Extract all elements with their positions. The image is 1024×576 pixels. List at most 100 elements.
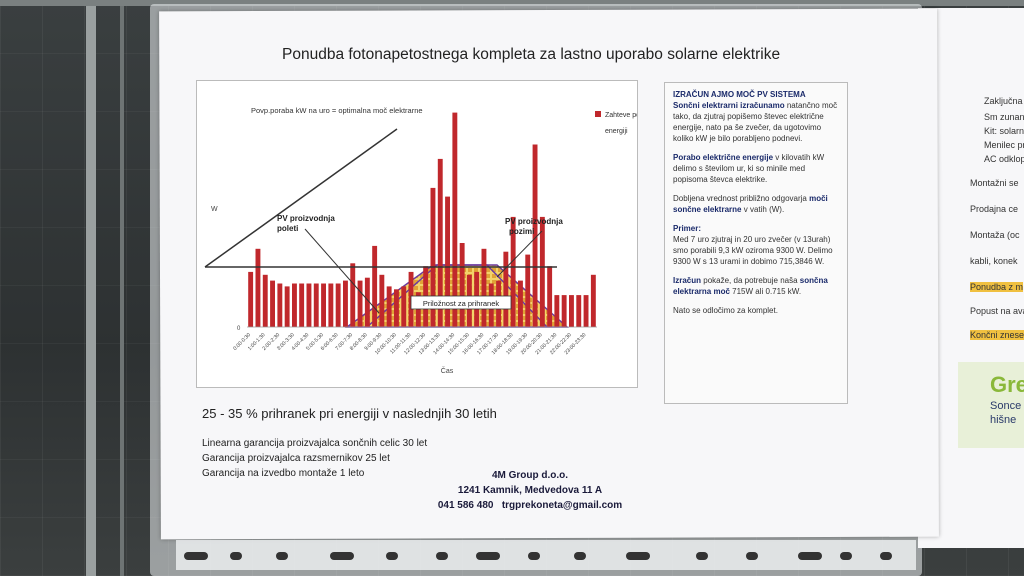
right-sheet-line: Sm zunanj (984, 112, 1024, 122)
guarantee-line: Garancija proizvajalca razsmernikov 25 l… (202, 453, 390, 464)
chart-bar (452, 112, 458, 327)
panel-frame-left (86, 0, 96, 576)
chart-bar (547, 266, 553, 327)
chart-bar (299, 283, 305, 327)
binder-hole (798, 552, 822, 560)
calc-conclusion: Nato se odločimo za komplet. (673, 306, 778, 315)
right-sheet-line: Prodajna ce (970, 204, 1019, 214)
example-text: Med 7 uro zjutraj in 20 uro zvečer (v 13… (673, 235, 833, 266)
chart-bar (364, 277, 370, 327)
calc-text: pokaže, da potrebuje naša (703, 276, 798, 285)
opportunity-label: Priložnost za prihranek (423, 299, 500, 308)
chart-bar (459, 243, 465, 327)
annotation-pointer (496, 230, 543, 278)
chart-bar (415, 292, 421, 327)
panel-frame-top (0, 0, 1024, 6)
calc-text-bold: Porabo električne energije (673, 153, 774, 162)
green-banner: Gre Sonce hišne (958, 362, 1024, 448)
right-sheet-line: kabli, konek (970, 256, 1018, 266)
chart-bar (292, 283, 297, 327)
poster-title: Ponudba fotonapetostnega kompleta za las… (282, 46, 781, 63)
green-banner-line: hišne (990, 414, 1017, 426)
chart-bar (306, 283, 312, 327)
chart-bar (386, 286, 392, 327)
example-heading: Primer: (673, 224, 702, 233)
calc-text-bold: Izračun (673, 276, 702, 285)
calc-text-bold: Sončni elektrarni izračunamo (673, 101, 785, 110)
chart-bar (583, 295, 589, 327)
green-banner-line: Sonce (990, 400, 1022, 412)
guarantee-line: Garancija na izvedbo montaže 1 leto (202, 468, 365, 479)
chart-bar (430, 187, 436, 327)
chart-bar (510, 216, 516, 327)
chart-bar (554, 295, 560, 327)
chart-bar (372, 245, 378, 327)
chart-bar (394, 289, 399, 327)
chart-bar (335, 283, 341, 327)
chart-bar (248, 271, 254, 327)
right-sheet-line: Kit: solarni (984, 126, 1024, 136)
chart-bar (357, 280, 363, 327)
binder-hole (746, 552, 758, 560)
calculation-box: IZRAČUN AJMO MOČ PV SISTEMA Sončni elekt… (664, 82, 848, 404)
binder-hole (184, 552, 208, 560)
binder-hole (436, 552, 448, 560)
calc-heading: IZRAČUN AJMO MOČ PV SISTEMA (673, 90, 806, 99)
binder-hole (840, 552, 852, 560)
company-address: 1241 Kamnik, Medvedova 11 A (457, 485, 603, 496)
binder-hole (528, 552, 540, 560)
binder-hole (880, 552, 892, 560)
binder-hole (476, 552, 500, 560)
panel-frame-mid (120, 0, 124, 576)
right-sheet-line: Zaključna (984, 96, 1023, 106)
chart-bar (561, 295, 567, 327)
calc-text: 715W ali 0.715 kW. (732, 287, 802, 296)
chart-bar (481, 248, 487, 327)
legend-label: energiji (605, 128, 628, 135)
chart-bar (503, 251, 509, 327)
average-line-label: Povp.poraba kW na uro = optimalna moč el… (251, 106, 423, 115)
company-name: 4M Group d.o.o. (491, 470, 569, 481)
y-zero-label: 0 (237, 326, 241, 332)
energy-demand-chart: 0WČas0:00-0:301:00-1:302:00-2:303:00-3:3… (204, 106, 640, 375)
summer-label: poleti (277, 224, 298, 233)
chart-bar (270, 280, 275, 327)
chart-bar (532, 144, 538, 327)
opportunity-label-box (410, 295, 512, 310)
calc-text-bold: moči sončne elektrarne (673, 194, 828, 214)
company-email: trgprekoneta@gmail.com (501, 500, 623, 511)
right-sheet-line: Končni znesek (970, 330, 1024, 340)
legend-label: Zahteve po (605, 112, 637, 119)
right-sheet-line: Ponudba z m (970, 282, 1024, 292)
right-sheet-line: Popust na ava (970, 306, 1024, 316)
x-axis-label: Čas (441, 366, 454, 375)
chart-bar (350, 263, 356, 327)
winter-label: pozimi (509, 227, 534, 236)
calc-text: v kilovatih kW delimo s številom ur, ki … (673, 153, 825, 184)
chart-bar (313, 283, 319, 327)
calc-text: natančno moč tako, da zjutraj popišemo š… (673, 101, 838, 143)
binder-hole (230, 552, 242, 560)
chart-area: 0 W Čas 0:00-0:30 1:00-1:30 2:00-2:30 3:00-3:3… (196, 80, 640, 388)
binder-hole (626, 552, 650, 560)
chart-bar (262, 274, 268, 327)
savings-statement: 25 - 35 % prihranek pri energiji v nasle… (202, 406, 497, 421)
calc-text: Dobljena vrednost približno odgovarja (673, 194, 807, 203)
chart-bar (445, 196, 450, 327)
right-sheet-line: Montažni se (970, 178, 1019, 188)
winter-label: PV proizvodnja (505, 217, 563, 226)
green-banner-title: Gre (990, 372, 1024, 397)
chart-bar (284, 286, 290, 327)
chart-bar (255, 248, 261, 327)
binder-hole (574, 552, 586, 560)
chart-bar (569, 295, 574, 327)
right-sheet-line: Menilec pre (984, 140, 1024, 150)
legend-swatch (595, 111, 601, 117)
chart-bar (518, 280, 523, 327)
company-contact: 041 586 480 trgprekoneta@gmail.com (410, 500, 650, 511)
annotation-pointer (304, 228, 380, 314)
chart-bar (576, 295, 582, 327)
chart-bar (277, 283, 283, 327)
company-phone: 041 586 480 (437, 500, 494, 511)
chart-bar (328, 283, 334, 327)
